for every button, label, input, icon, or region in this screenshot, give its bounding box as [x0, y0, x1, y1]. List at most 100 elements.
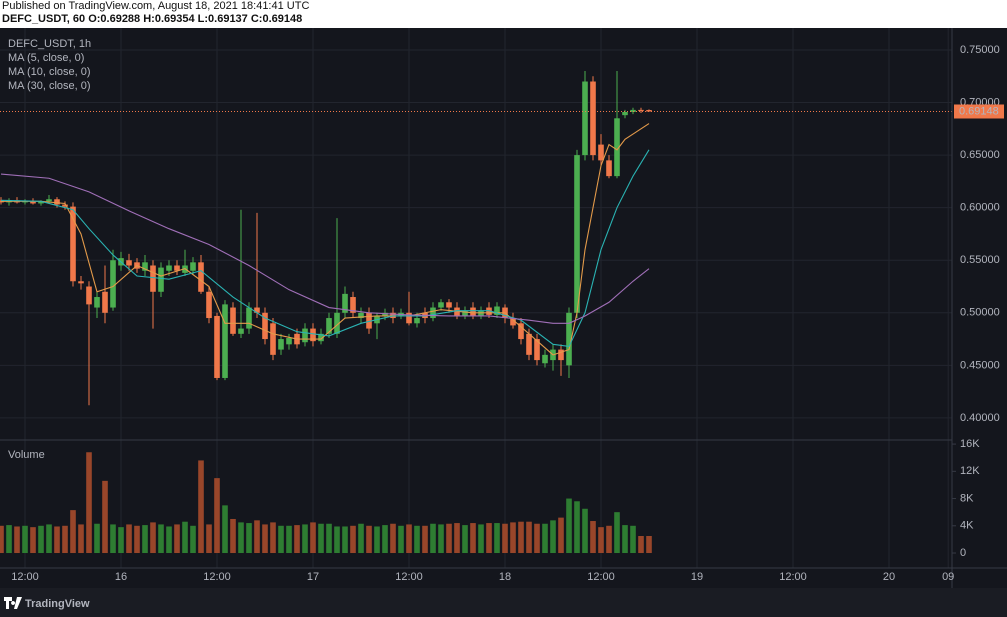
- volume-bar: [382, 525, 388, 554]
- candle-body: [126, 260, 132, 266]
- candle-body: [262, 312, 268, 340]
- volume-bar: [446, 523, 452, 554]
- last-price-label: 0.69148: [959, 105, 999, 117]
- volume-bar: [558, 517, 564, 554]
- volume-bar: [470, 523, 476, 554]
- x-tick-label: 12:00: [11, 571, 39, 583]
- volume-bar: [0, 525, 4, 554]
- volume-bar: [262, 524, 268, 554]
- candle-body: [542, 354, 548, 364]
- candle-body: [342, 293, 348, 313]
- volume-bar: [398, 525, 404, 554]
- candle-body: [606, 160, 612, 177]
- y-tick-label: 0.50000: [960, 307, 1000, 319]
- volume-tick-label: 16K: [960, 438, 980, 450]
- volume-bar: [270, 522, 276, 554]
- volume-bar: [158, 524, 164, 554]
- candle-body: [86, 286, 92, 305]
- ma-line: [0, 149, 650, 348]
- volume-bar: [334, 526, 340, 554]
- x-tick-label: 12:00: [203, 571, 231, 583]
- candle-body: [54, 199, 60, 205]
- volume-bar: [494, 523, 500, 554]
- chart-title: DEFC_USDT, 1h: [8, 38, 91, 50]
- volume-bar: [478, 524, 484, 554]
- candle-body: [246, 307, 252, 329]
- candle-body: [350, 297, 356, 313]
- candle-body: [238, 328, 244, 334]
- candle-body: [110, 260, 116, 308]
- x-tick-label: 20: [883, 571, 895, 583]
- y-tick-label: 0.45000: [960, 359, 1000, 371]
- legend-entry: MA (30, close, 0): [8, 80, 91, 92]
- x-tick-label: 12:00: [587, 571, 615, 583]
- volume-bar: [230, 518, 236, 554]
- volume-tick-label: 12K: [960, 465, 980, 477]
- volume-bar: [342, 526, 348, 554]
- candle-body: [630, 109, 636, 112]
- volume-bar: [542, 523, 548, 554]
- logo-text: TradingView: [25, 598, 90, 610]
- volume-bar: [414, 525, 420, 554]
- volume-bar: [294, 525, 300, 554]
- candle-body: [566, 312, 572, 366]
- volume-bar: [246, 523, 252, 554]
- y-tick-label: 0.40000: [960, 412, 1000, 424]
- x-tick-label: 18: [499, 571, 511, 583]
- candle-body: [558, 349, 564, 361]
- candle-body: [358, 312, 364, 319]
- candle-body: [254, 307, 260, 313]
- x-tick-label: 09: [942, 571, 954, 583]
- volume-bar: [630, 525, 636, 554]
- y-tick-label: 0.60000: [960, 202, 1000, 214]
- volume-bar: [390, 523, 396, 554]
- volume-bar: [454, 523, 460, 554]
- volume-bar: [142, 525, 148, 554]
- volume-bar: [126, 524, 132, 554]
- candle-body: [430, 307, 436, 319]
- volume-bar: [14, 526, 20, 554]
- symbol-line: DEFC_USDT, 60 O:0.69288 H:0.69354 L:0.69…: [2, 13, 302, 25]
- candle-body: [446, 302, 452, 308]
- candle-body: [174, 265, 180, 271]
- volume-tick-label: 4K: [960, 520, 974, 532]
- candle-body: [94, 297, 100, 308]
- volume-bar: [622, 525, 628, 554]
- volume-tick-label: 0: [960, 547, 966, 559]
- candle-body: [150, 265, 156, 292]
- candle-body: [622, 112, 628, 116]
- volume-bar: [78, 524, 84, 554]
- candle-body: [646, 110, 652, 112]
- volume-bar: [646, 536, 652, 554]
- x-tick-label: 12:00: [395, 571, 423, 583]
- volume-bar: [518, 521, 524, 554]
- volume-tick-label: 8K: [960, 492, 974, 504]
- volume-bar: [310, 522, 316, 554]
- volume-bar: [638, 536, 644, 554]
- volume-bar: [54, 526, 60, 554]
- candle-body: [414, 318, 420, 324]
- candle-body: [310, 328, 316, 342]
- x-tick-label: 19: [691, 571, 703, 583]
- volume-bar: [566, 498, 572, 554]
- candle-body: [462, 310, 468, 316]
- volume-bar: [574, 501, 580, 554]
- volume-bar: [462, 525, 468, 554]
- volume-bar: [526, 521, 532, 554]
- candle-body: [230, 307, 236, 334]
- candle-body: [438, 302, 444, 308]
- volume-bar: [238, 522, 244, 554]
- volume-bar: [438, 524, 444, 554]
- volume-bar: [422, 525, 428, 554]
- volume-bar: [326, 523, 332, 554]
- volume-bar: [486, 523, 492, 554]
- candle-body: [214, 315, 220, 378]
- candle-body: [198, 262, 204, 292]
- candle-body: [366, 312, 372, 329]
- volume-bar: [222, 505, 228, 554]
- volume-bar: [374, 526, 380, 554]
- candle-body: [270, 323, 276, 355]
- volume-bar: [214, 478, 220, 554]
- legend-entry: MA (5, close, 0): [8, 52, 84, 64]
- candle-body: [590, 81, 596, 156]
